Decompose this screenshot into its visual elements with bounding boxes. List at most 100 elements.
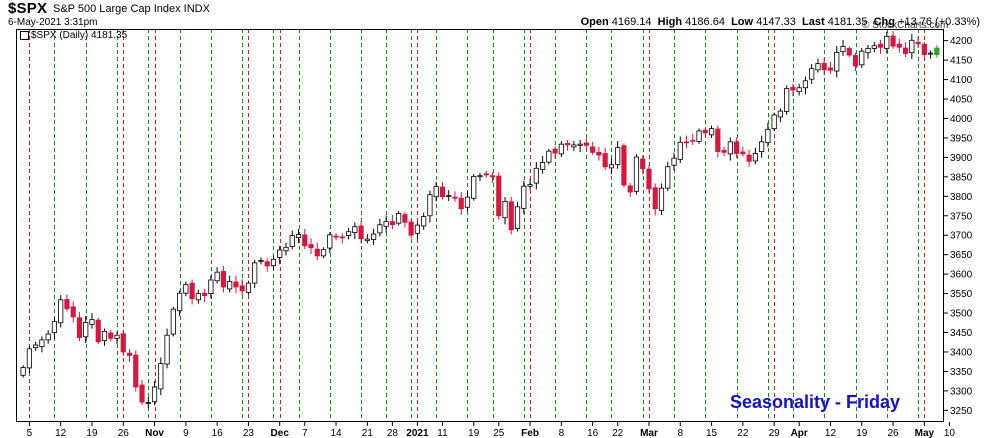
x-tick-label: 10 bbox=[944, 428, 956, 438]
x-tick-label: Feb bbox=[521, 428, 539, 438]
candle-body bbox=[708, 128, 715, 136]
candle-body bbox=[464, 196, 471, 208]
candle-body bbox=[602, 153, 608, 168]
x-tick-label: 19 bbox=[468, 428, 480, 438]
candle-body bbox=[327, 234, 333, 249]
candle-body bbox=[633, 156, 640, 192]
y-tick-label: 3500 bbox=[950, 309, 973, 320]
candle-body bbox=[934, 47, 940, 56]
low-label: Low bbox=[731, 16, 754, 28]
candle-body bbox=[51, 321, 58, 333]
series-legend: $SPX (Daily) 4181.35 bbox=[20, 30, 127, 41]
candle-body bbox=[408, 221, 414, 236]
y-tick-label: 3250 bbox=[950, 406, 973, 417]
candle-body bbox=[245, 282, 252, 293]
candle-body bbox=[489, 175, 496, 178]
candle-body bbox=[358, 225, 364, 240]
candle-body bbox=[571, 144, 577, 148]
ohlc-readout: Open 4169.14 High 4186.64 Low 4147.33 La… bbox=[581, 16, 980, 28]
candle-body bbox=[821, 62, 827, 71]
candle-body bbox=[690, 139, 696, 142]
candle-body bbox=[295, 234, 302, 238]
candle-body bbox=[921, 43, 927, 56]
candle-body bbox=[446, 195, 452, 197]
candle-body bbox=[195, 293, 201, 301]
y-tick-label: 3450 bbox=[950, 328, 973, 339]
candle-body bbox=[314, 248, 320, 257]
x-tick-label: 28 bbox=[387, 428, 399, 438]
candle-body bbox=[702, 129, 708, 134]
y-tick-label: 3750 bbox=[950, 211, 973, 222]
candle-body bbox=[364, 238, 370, 242]
candle-body bbox=[352, 226, 358, 233]
candle-body bbox=[308, 244, 314, 249]
last-label: Last bbox=[802, 16, 825, 28]
candle-body bbox=[402, 214, 408, 223]
candle-body bbox=[126, 352, 133, 356]
x-tick-label: 21 bbox=[362, 428, 374, 438]
candle-body bbox=[170, 308, 176, 335]
candle-body bbox=[114, 334, 120, 339]
candle-body bbox=[252, 262, 258, 284]
candle-body bbox=[734, 141, 740, 154]
y-tick-label: 4050 bbox=[950, 95, 973, 106]
candle-body bbox=[665, 166, 671, 189]
y-tick-label: 3550 bbox=[950, 289, 973, 300]
y-tick-label: 3650 bbox=[950, 250, 973, 261]
plot-area bbox=[16, 29, 944, 422]
legend-swatch bbox=[20, 30, 29, 40]
candle-body bbox=[627, 185, 633, 193]
x-tick-label: Dec bbox=[271, 428, 290, 438]
y-tick-label: 3850 bbox=[950, 172, 973, 183]
x-tick-label: 19 bbox=[86, 428, 98, 438]
candle-body bbox=[558, 143, 564, 155]
candle-body bbox=[533, 167, 539, 184]
candle-body bbox=[902, 47, 909, 54]
y-tick-label: 3400 bbox=[950, 347, 973, 358]
y-tick-label: 3900 bbox=[950, 153, 973, 164]
chg-label: Chg bbox=[873, 16, 895, 28]
candle-body bbox=[514, 206, 521, 230]
candle-body bbox=[546, 150, 552, 163]
y-tick-label: 3700 bbox=[950, 231, 973, 242]
candle-body bbox=[477, 175, 483, 178]
candle-body bbox=[233, 281, 239, 288]
series-legend-text: $SPX (Daily) 4181.35 bbox=[31, 30, 128, 41]
candle-body bbox=[683, 141, 690, 144]
candle-body bbox=[746, 154, 752, 162]
candle-body bbox=[202, 292, 208, 296]
candle-body bbox=[496, 175, 502, 217]
candle-body bbox=[427, 194, 433, 217]
candle-body bbox=[759, 141, 765, 152]
candle-body bbox=[583, 142, 589, 146]
candle-body bbox=[220, 271, 226, 288]
candle-body bbox=[877, 43, 884, 48]
symbol: $SPX bbox=[8, 0, 48, 17]
candle-body bbox=[396, 213, 402, 224]
candle-body bbox=[333, 235, 339, 238]
index-name: S&P 500 Large Cap Index INDX bbox=[53, 3, 210, 15]
candle-body bbox=[389, 221, 395, 226]
candle-body bbox=[371, 233, 377, 240]
candle-body bbox=[414, 224, 421, 234]
candle-body bbox=[289, 235, 295, 247]
y-tick-label: 3300 bbox=[950, 386, 973, 397]
candle-body bbox=[784, 88, 790, 112]
candle-body bbox=[796, 87, 802, 93]
candle-body bbox=[715, 128, 721, 152]
candle-body bbox=[928, 52, 934, 55]
candle-body bbox=[909, 39, 915, 54]
y-tick-label: 3800 bbox=[950, 192, 973, 203]
open-label: Open bbox=[580, 16, 609, 28]
candle-body bbox=[76, 317, 83, 338]
x-tick-label: 26 bbox=[887, 428, 899, 438]
candle-body bbox=[771, 114, 777, 130]
candle-body bbox=[859, 50, 865, 66]
x-tick-label: 19 bbox=[856, 428, 868, 438]
candle-body bbox=[483, 173, 489, 176]
y-tick-label: 4200 bbox=[950, 36, 973, 47]
candle-body bbox=[239, 285, 245, 292]
candle-body bbox=[752, 153, 758, 162]
